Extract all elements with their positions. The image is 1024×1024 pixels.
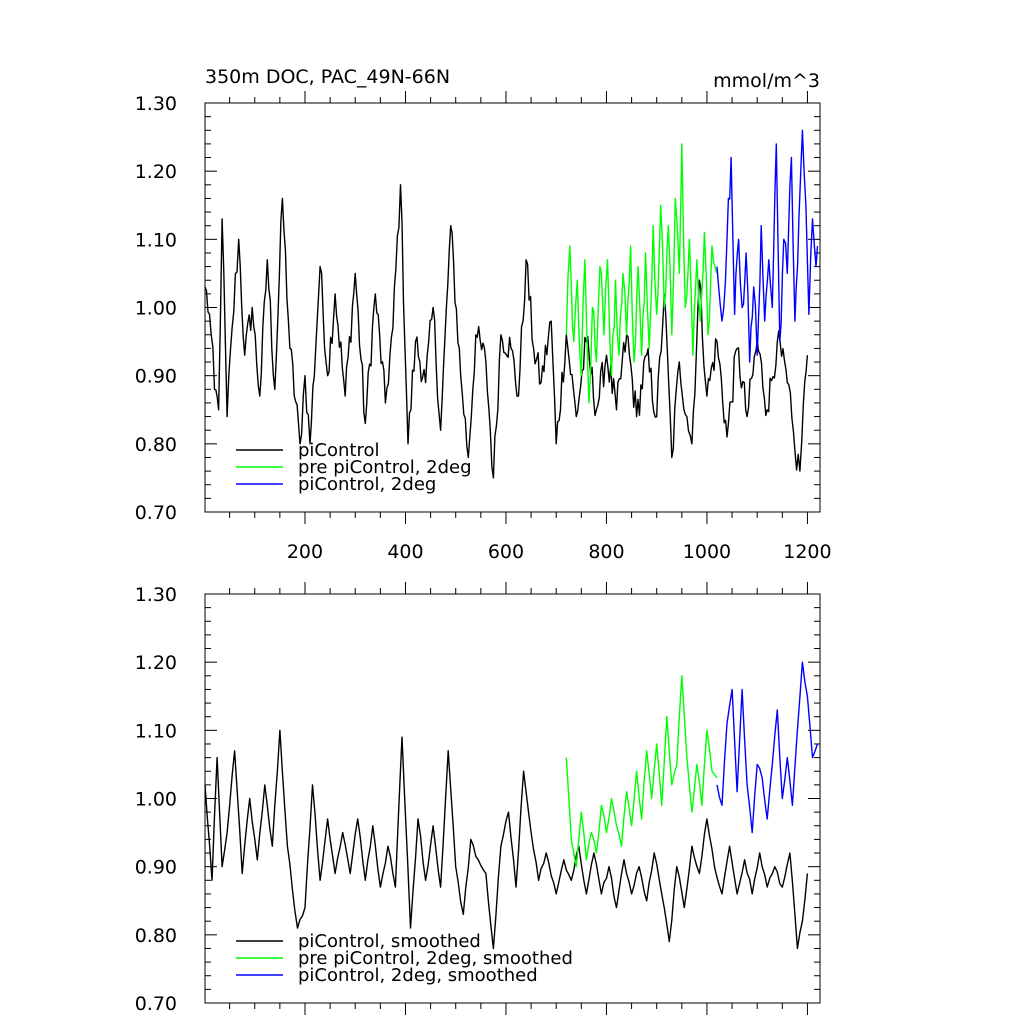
y-tick-label: 1.20 <box>135 652 177 674</box>
y-tick-label: 0.80 <box>135 434 177 456</box>
x-tick-label: 200 <box>287 541 323 563</box>
y-tick-label: 0.70 <box>135 502 177 524</box>
x-tick-label: 800 <box>588 541 624 563</box>
series-line <box>565 143 718 404</box>
chart-title: 350m DOC, PAC_49N-66N <box>205 66 450 88</box>
x-tick-label: 600 <box>488 541 524 563</box>
y-tick-label: 1.30 <box>135 584 177 606</box>
x-tick-label: 1200 <box>783 541 831 563</box>
top-panel: 0.70 0.80 0.90 1.00 1.10 1.20 1.30 200 400 600 800… <box>135 91 832 563</box>
legend-label: piControl <box>298 440 380 461</box>
y-tick-label: 1.10 <box>135 229 177 251</box>
y-tick-label: 1.00 <box>135 298 177 320</box>
legend-label: pre piControl, 2deg <box>298 457 472 478</box>
bottom-panel: 0.70 0.80 0.90 1.00 1.10 1.20 1.30 piControl, s… <box>135 582 821 1015</box>
units-label: mmol/m^3 <box>713 70 820 92</box>
series-line <box>716 661 819 834</box>
series-line <box>565 675 718 868</box>
y-tick-label: 0.90 <box>135 366 177 388</box>
y-tick-label: 0.90 <box>135 857 177 879</box>
x-tick-label: 1000 <box>683 541 731 563</box>
series-line <box>204 729 809 950</box>
legend-label: piControl, smoothed <box>298 931 481 952</box>
y-tick-label: 1.00 <box>135 789 177 811</box>
legend-label: pre piControl, 2deg, smoothed <box>298 948 573 969</box>
y-tick-label: 0.80 <box>135 925 177 947</box>
x-tick-label: 400 <box>387 541 423 563</box>
legend-label: piControl, 2deg, smoothed <box>298 965 538 986</box>
y-tick-label: 0.70 <box>135 993 177 1015</box>
series-line <box>204 184 809 479</box>
series-line <box>716 129 819 363</box>
y-tick-label: 1.20 <box>135 161 177 183</box>
y-tick-label: 1.10 <box>135 720 177 742</box>
y-tick-label: 1.30 <box>135 93 177 115</box>
legend-label: piControl, 2deg <box>298 474 436 495</box>
